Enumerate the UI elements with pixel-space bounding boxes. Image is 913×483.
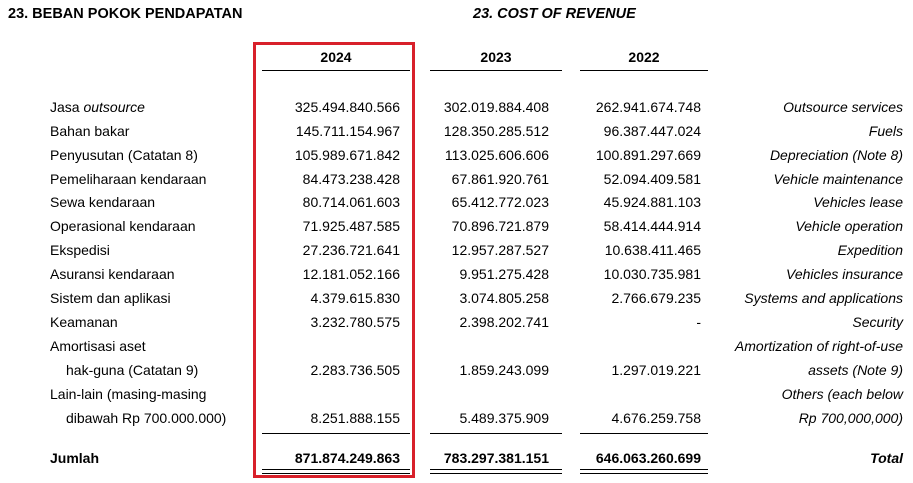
row-label-en: Fuels <box>868 123 903 139</box>
col-header-2024: 2024 <box>320 49 352 65</box>
cell-2022: 100.891.297.669 <box>595 147 701 163</box>
col-header-rule-2022 <box>580 70 708 71</box>
row-label-en: Systems and applications <box>744 290 903 306</box>
total-rule-2023 <box>430 433 562 434</box>
cell-2024: 105.989.671.842 <box>294 147 400 163</box>
col-header-rule-2024 <box>262 70 410 71</box>
cell-2023: 70.896.721.879 <box>451 218 549 234</box>
cell-2024: 2.283.736.505 <box>310 362 400 378</box>
row-label-amortization: Amortisasi aset <box>50 338 146 354</box>
cell-2024: 71.925.487.585 <box>302 218 400 234</box>
row-label-security: Keamanan <box>50 314 118 330</box>
row-label-en: Others (each below <box>781 386 903 402</box>
cell-2023: 9.951.275.428 <box>459 266 549 282</box>
row-label-maintenance: Pemeliharaan kendaraan <box>50 171 207 187</box>
row-label-insurance: Asuransi kendaraan <box>50 266 175 282</box>
cell-2023: 3.074.805.258 <box>459 290 549 306</box>
cell-2024: 3.232.780.575 <box>310 314 400 330</box>
row-label-en: Vehicles lease <box>813 194 903 210</box>
cell-2023: 65.412.772.023 <box>451 194 549 210</box>
row-label-amortization-cont: hak-guna (Catatan 9) <box>66 362 199 378</box>
total-rule-2024 <box>262 433 410 434</box>
cell-2022: 10.030.735.981 <box>603 266 701 282</box>
cell-2022: 4.676.259.758 <box>611 410 701 426</box>
row-label-operation: Operasional kendaraan <box>50 218 196 234</box>
row-label-en-cont: assets (Note 9) <box>808 362 903 378</box>
cell-2023: 1.859.243.099 <box>459 362 549 378</box>
total-label-en: Total <box>870 450 903 466</box>
cell-2022: 10.638.411.465 <box>604 242 701 258</box>
total-2023: 783.297.381.151 <box>443 450 549 466</box>
cell-2022: 45.924.881.103 <box>603 194 701 210</box>
cell-2022: 52.094.409.581 <box>603 171 701 187</box>
cell-2024: 325.494.840.566 <box>294 99 400 115</box>
col-header-2023: 2023 <box>480 49 512 65</box>
section-title-en: 23. COST OF REVENUE <box>473 6 636 22</box>
total-2022: 646.063.260.699 <box>595 450 701 466</box>
row-label-systems: Sistem dan aplikasi <box>50 290 171 306</box>
row-label-others-cont: dibawah Rp 700.000.000) <box>66 410 227 426</box>
double-rule-top-2022 <box>580 469 708 470</box>
row-label-en: Amortization of right-of-use <box>734 338 903 354</box>
cell-2024: 145.711.154.967 <box>295 123 400 139</box>
col-header-2022: 2022 <box>628 49 660 65</box>
row-label-fuels: Bahan bakar <box>50 123 130 139</box>
total-label-id: Jumlah <box>50 450 100 466</box>
cell-2024: 12.181.052.166 <box>302 266 400 282</box>
cell-2022: 262.941.674.748 <box>595 99 701 115</box>
row-label-en: Expedition <box>837 242 903 258</box>
row-label-en: Vehicle maintenance <box>773 171 903 187</box>
total-rule-2022 <box>580 433 708 434</box>
cell-2022: 1.297.019.221 <box>611 362 701 378</box>
row-label-en: Depreciation (Note 8) <box>769 147 903 163</box>
section-title-id: 23. BEBAN POKOK PENDAPATAN <box>8 6 243 22</box>
cell-2023: 67.861.920.761 <box>451 171 549 187</box>
cell-2023: 128.350.285.512 <box>443 123 549 139</box>
cell-2022: 2.766.679.235 <box>611 290 701 306</box>
cell-2022: - <box>696 314 701 330</box>
col-header-rule-2023 <box>430 70 562 71</box>
row-label-depreciation: Penyusutan (Catatan 8) <box>50 147 198 163</box>
double-rule-bottom-2024 <box>262 473 410 474</box>
row-label-en: Security <box>852 314 903 330</box>
cell-2023: 5.489.375.909 <box>459 410 549 426</box>
row-label-en: Vehicles insurance <box>786 266 903 282</box>
row-label-en: Outsource services <box>783 99 903 115</box>
cell-2023: 2.398.202.741 <box>459 314 549 330</box>
total-2024: 871.874.249.863 <box>294 450 400 466</box>
cell-2024: 84.473.238.428 <box>302 171 400 187</box>
row-label-expedition: Ekspedisi <box>50 242 110 258</box>
row-label-lease: Sewa kendaraan <box>50 194 156 210</box>
cell-2024: 4.379.615.830 <box>310 290 400 306</box>
double-rule-top-2024 <box>262 469 410 470</box>
cell-2023: 12.957.287.527 <box>451 242 549 258</box>
double-rule-bottom-2022 <box>580 473 708 474</box>
cell-2024: 8.251.888.155 <box>310 410 400 426</box>
row-label-en: Vehicle operation <box>795 218 903 234</box>
cell-2024: 80.714.061.603 <box>302 194 400 210</box>
double-rule-top-2023 <box>430 469 562 470</box>
cell-2022: 96.387.447.024 <box>603 123 701 139</box>
row-label-outsource: Jasa outsource <box>50 99 145 115</box>
cell-2024: 27.236.721.641 <box>302 242 400 258</box>
cell-2023: 302.019.884.408 <box>443 99 549 115</box>
double-rule-bottom-2023 <box>430 473 562 474</box>
cell-2022: 58.414.444.914 <box>603 218 701 234</box>
row-label-others: Lain-lain (masing-masing <box>50 386 207 402</box>
highlight-box-2024 <box>253 42 415 478</box>
row-label-en-cont: Rp 700,000,000) <box>798 410 903 426</box>
cell-2023: 113.025.606.606 <box>444 147 549 163</box>
